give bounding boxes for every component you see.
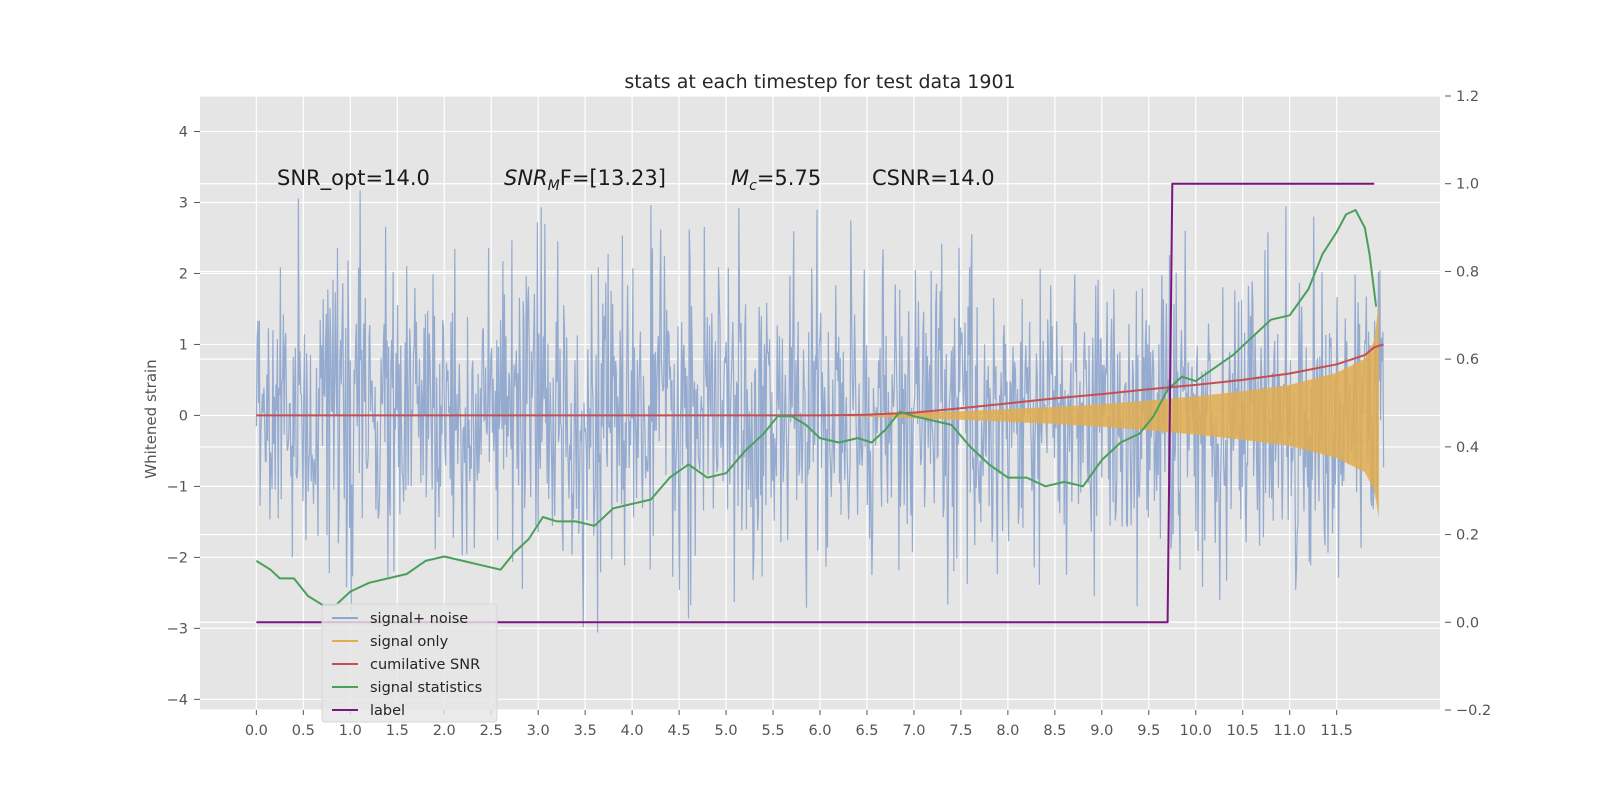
annotation-main: CSNR=14.0 xyxy=(872,166,995,190)
data-layer xyxy=(255,182,1385,633)
annotation-subscript: M xyxy=(548,178,560,194)
signal-statistics-series xyxy=(255,209,1378,606)
x-tick-label: 0.5 xyxy=(292,723,315,739)
x-tick-label: 9.0 xyxy=(1090,723,1113,739)
x-tick-label: 5.0 xyxy=(715,723,738,739)
y-right-tick-label: 0.0 xyxy=(1456,615,1479,631)
y-right-tick-label: 0.2 xyxy=(1456,528,1479,544)
cumulative-snr-series xyxy=(256,343,1384,417)
x-tick-label: 4.0 xyxy=(621,723,644,739)
annotation-main: M xyxy=(731,166,749,190)
annotation-subscript: c xyxy=(749,178,757,194)
y-axis-label: Whitened strain xyxy=(142,359,160,478)
y-tick-label: 3 xyxy=(179,195,188,211)
x-tick-label: 3.5 xyxy=(574,723,597,739)
y-tick-label: 2 xyxy=(179,266,188,282)
y-tick-label: −4 xyxy=(167,692,188,708)
y-tick-label: 1 xyxy=(179,337,188,353)
annotation-suffix: F=[13.23] xyxy=(560,166,666,190)
annotation-main: SNR xyxy=(504,166,548,190)
y-right-tick-label: −0.2 xyxy=(1456,703,1491,719)
x-tick-label: 3.0 xyxy=(527,723,550,739)
y-tick-label: 4 xyxy=(179,124,188,140)
annotation-text: SNR_opt=14.0 xyxy=(277,166,430,191)
x-tick-label: 7.5 xyxy=(949,723,972,739)
x-tick-label: 6.5 xyxy=(855,723,878,739)
y-tick-label: −1 xyxy=(167,479,188,495)
legend: signal+ noise signal only cumilative SNR si… xyxy=(321,603,498,723)
x-tick-label: 10.0 xyxy=(1180,723,1212,739)
x-tick-label: 11.5 xyxy=(1321,723,1353,739)
chart-title: stats at each timestep for test data 190… xyxy=(624,71,1015,93)
x-tick-label: 2.5 xyxy=(480,723,503,739)
x-tick-label: 10.5 xyxy=(1227,723,1259,739)
annotation-text: Mc=5.75 xyxy=(731,166,821,194)
legend-box xyxy=(321,603,498,723)
y-tick-label: −3 xyxy=(167,621,188,637)
label-series xyxy=(256,182,1375,624)
legend-label: label xyxy=(370,703,405,719)
x-tick-label: 7.0 xyxy=(902,723,925,739)
x-tick-label: 1.5 xyxy=(386,723,409,739)
y-tick-label: −2 xyxy=(167,550,188,566)
y-tick-label: 0 xyxy=(179,408,188,424)
signal-only-series xyxy=(256,301,1379,519)
annotation-text: SNRMF=[13.23] xyxy=(504,166,666,194)
x-tick-label: 8.5 xyxy=(1043,723,1066,739)
legend-label: cumilative SNR xyxy=(370,657,480,673)
legend-label: signal only xyxy=(370,634,449,650)
x-tick-label: 5.5 xyxy=(761,723,784,739)
legend-label: signal+ noise xyxy=(370,611,468,627)
y-right-tick-label: 1.0 xyxy=(1456,177,1479,193)
x-tick-label: 6.0 xyxy=(808,723,831,739)
y-right-tick-label: 0.6 xyxy=(1456,352,1479,368)
annotation-text: CSNR=14.0 xyxy=(872,166,995,190)
x-tick-label: 9.5 xyxy=(1137,723,1160,739)
axes-layer: 0.0 0.5 1.0 1.5 2.0 2.5 3.0 3.5 4.0 4.5 5.0 5.5 6.0 6… xyxy=(167,89,1492,739)
x-tick-label: 2.0 xyxy=(433,723,456,739)
x-tick-label: 0.0 xyxy=(245,723,268,739)
y-right-tick-label: 0.4 xyxy=(1456,440,1479,456)
signal-noise-series xyxy=(255,190,1385,633)
x-tick-label: 1.0 xyxy=(339,723,362,739)
annotation-main: SNR_opt=14.0 xyxy=(277,166,430,191)
annotation-layer: SNR_opt=14.0 SNRMF=[13.23] Mc=5.75 CSNR=14.… xyxy=(277,166,995,194)
y-right-tick-label: 1.2 xyxy=(1456,89,1479,105)
annotation-suffix: =5.75 xyxy=(757,166,821,190)
x-tick-label: 4.5 xyxy=(668,723,691,739)
x-tick-label: 11.0 xyxy=(1274,723,1306,739)
x-tick-label: 8.0 xyxy=(996,723,1019,739)
y-right-tick-label: 0.8 xyxy=(1456,264,1479,280)
legend-label: signal statistics xyxy=(370,680,482,696)
